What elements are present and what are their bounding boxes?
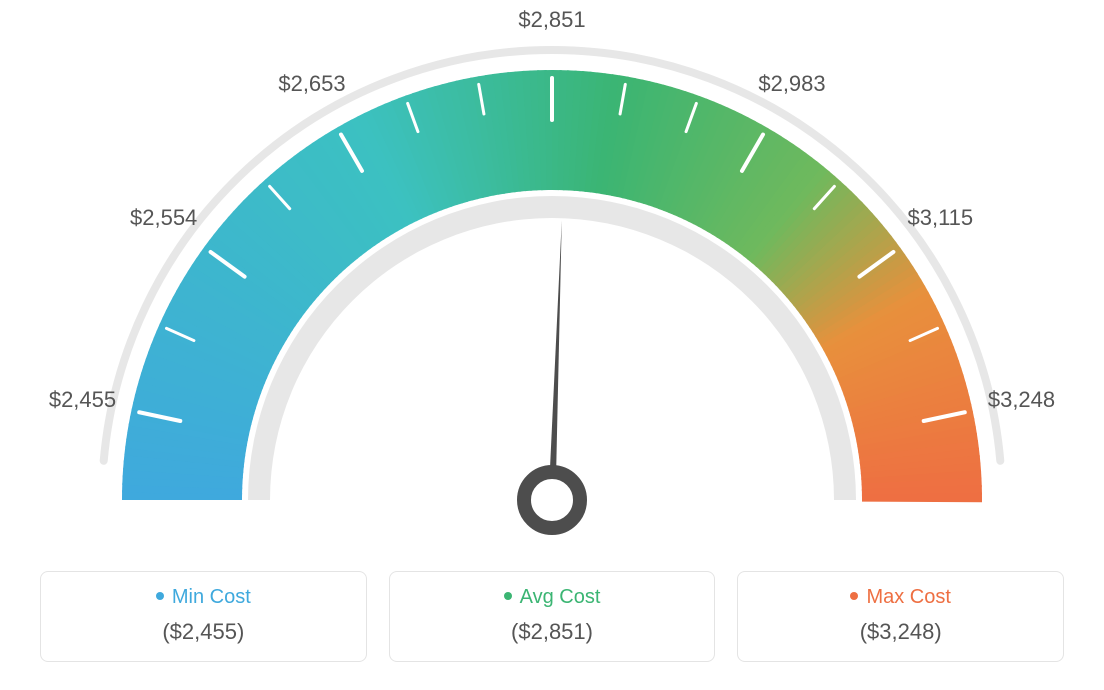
legend-title-min: Min Cost xyxy=(41,586,366,609)
gauge-chart-container: $2,455 $2,554 $2,653 $2,851 $2,983 $3,115 $3,2… xyxy=(0,0,1104,690)
gauge-svg xyxy=(0,0,1104,560)
legend-title-max: Max Cost xyxy=(738,586,1063,609)
legend-title-avg: Avg Cost xyxy=(390,586,715,609)
legend-dot-avg xyxy=(504,592,512,600)
legend-row: Min Cost ($2,455) Avg Cost ($2,851) Max … xyxy=(40,571,1064,662)
gauge-area: $2,455 $2,554 $2,653 $2,851 $2,983 $3,115 $3,2… xyxy=(0,0,1104,560)
legend-value-min: ($2,455) xyxy=(41,619,366,645)
legend-dot-max xyxy=(850,592,858,600)
legend-title-min-text: Min Cost xyxy=(172,586,251,608)
legend-value-avg: ($2,851) xyxy=(390,619,715,645)
legend-card-avg: Avg Cost ($2,851) xyxy=(389,571,716,662)
gauge-tick-label: $2,653 xyxy=(278,71,345,97)
gauge-tick-label: $2,851 xyxy=(518,7,585,33)
gauge-tick-label: $2,983 xyxy=(758,71,825,97)
legend-value-max: ($3,248) xyxy=(738,619,1063,645)
gauge-tick-label: $2,455 xyxy=(49,387,116,413)
legend-card-max: Max Cost ($3,248) xyxy=(737,571,1064,662)
gauge-tick-label: $3,115 xyxy=(908,205,974,231)
legend-title-max-text: Max Cost xyxy=(866,586,950,608)
legend-dot-min xyxy=(156,592,164,600)
legend-card-min: Min Cost ($2,455) xyxy=(40,571,367,662)
legend-title-avg-text: Avg Cost xyxy=(520,586,601,608)
gauge-tick-label: $3,248 xyxy=(988,387,1055,413)
gauge-tick-label: $2,554 xyxy=(130,205,197,231)
